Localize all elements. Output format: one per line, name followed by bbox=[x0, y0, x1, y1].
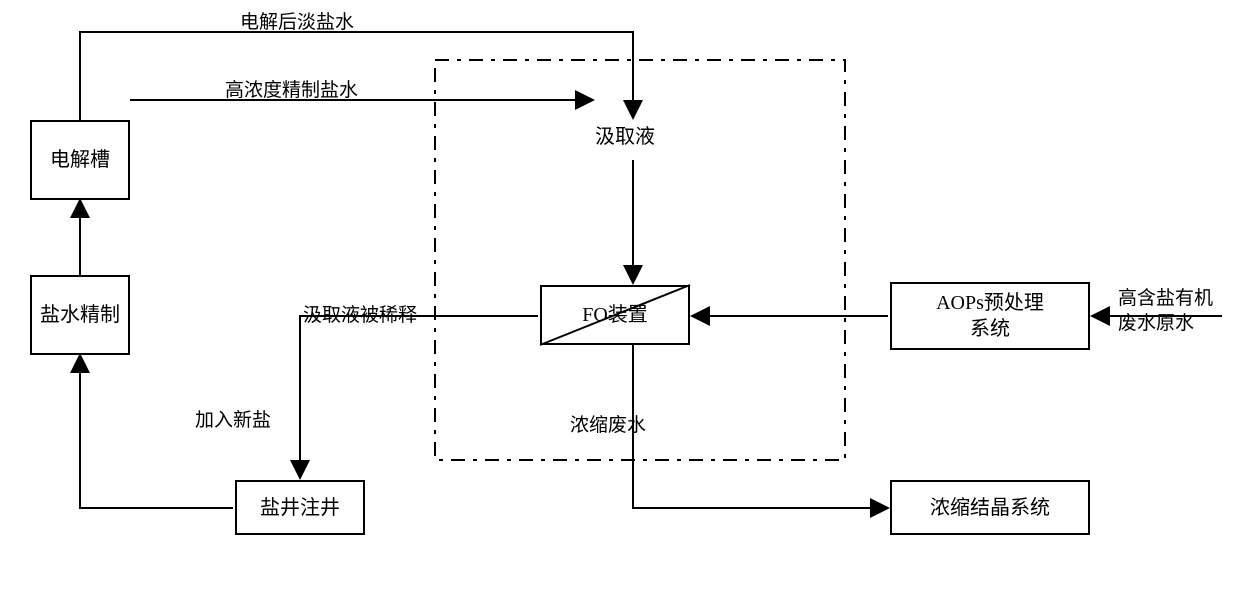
node-electrolyzer-label: 电解槽 bbox=[50, 147, 110, 173]
node-aops-label: AOPs预处理系统 bbox=[936, 290, 1044, 342]
node-draw-solution-label: 汲取液 bbox=[595, 126, 655, 148]
label-draw-diluted-text: 汲取液被稀释 bbox=[303, 305, 417, 326]
label-conc-waste-text: 浓缩废水 bbox=[570, 415, 646, 436]
node-aops: AOPs预处理系统 bbox=[890, 282, 1090, 350]
node-fo-device: FO装置 bbox=[540, 285, 690, 345]
node-brine-refine-label: 盐水精制 bbox=[40, 302, 120, 328]
label-high-conc-brine-text: 高浓度精制盐水 bbox=[225, 80, 358, 101]
node-salt-well-label: 盐井注井 bbox=[260, 495, 340, 521]
node-salt-well: 盐井注井 bbox=[235, 480, 365, 535]
node-crystallize-label: 浓缩结晶系统 bbox=[930, 495, 1050, 521]
node-draw-solution: 汲取液 bbox=[595, 120, 655, 149]
label-raw-water-text: 高含盐有机废水原水 bbox=[1118, 288, 1213, 334]
label-draw-diluted: 汲取液被稀释 bbox=[303, 300, 417, 327]
label-post-electro-text: 电解后淡盐水 bbox=[240, 12, 354, 33]
label-add-salt: 加入新盐 bbox=[195, 405, 271, 432]
node-crystallize: 浓缩结晶系统 bbox=[890, 480, 1090, 535]
node-electrolyzer: 电解槽 bbox=[30, 120, 130, 200]
node-fo-device-label: FO装置 bbox=[582, 302, 648, 328]
label-conc-waste: 浓缩废水 bbox=[570, 410, 646, 437]
label-post-electro: 电解后淡盐水 bbox=[240, 7, 354, 34]
node-brine-refine: 盐水精制 bbox=[30, 275, 130, 355]
label-high-conc-brine: 高浓度精制盐水 bbox=[225, 75, 358, 102]
label-add-salt-text: 加入新盐 bbox=[195, 410, 271, 431]
label-raw-water: 高含盐有机废水原水 bbox=[1118, 287, 1213, 336]
